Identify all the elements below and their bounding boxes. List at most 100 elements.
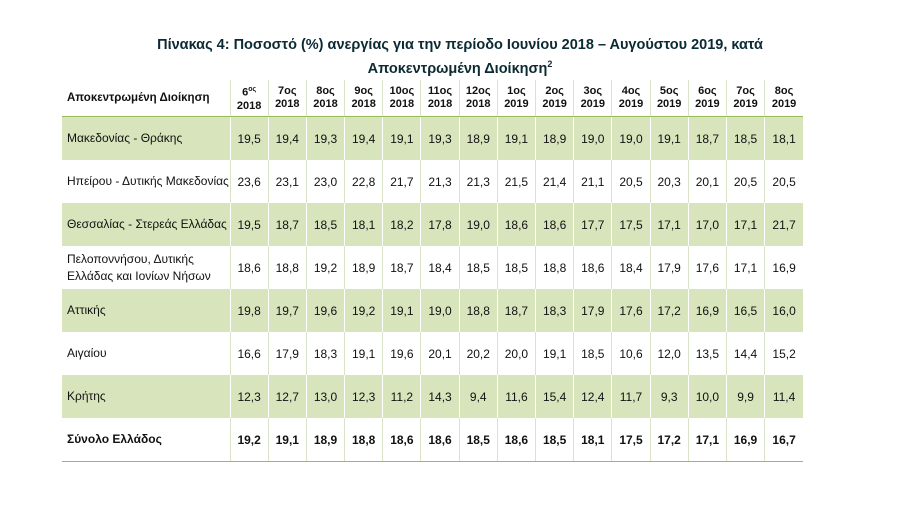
column-year: 2019 xyxy=(733,98,758,110)
table-cell: 14,3 xyxy=(420,375,460,418)
table-cell: 19,1 xyxy=(267,418,307,462)
column-month: 1ος xyxy=(507,85,526,97)
table-cell: 17,9 xyxy=(267,332,307,375)
table-cell: 17,0 xyxy=(687,203,727,246)
table-cell: 18,6 xyxy=(420,418,460,462)
table-cell: 23,0 xyxy=(305,160,345,203)
table-cell: 17,1 xyxy=(725,246,765,289)
column-year: 2019 xyxy=(542,98,567,110)
title-footnote-marker: 2 xyxy=(547,59,553,69)
column-header: 1ος 2019 xyxy=(496,80,536,117)
column-header: 5ος 2019 xyxy=(649,80,689,117)
table-cell: 21,7 xyxy=(382,160,421,203)
table-cell: 18,6 xyxy=(382,418,421,462)
table-cell: 21,4 xyxy=(535,160,574,203)
table-row: Αιγαίου 16,6 17,9 18,3 19,1 19,6 20,1 20,2 20,0 1… xyxy=(62,332,803,375)
row-label: Αττικής xyxy=(62,289,231,332)
column-header: 7ος 2018 xyxy=(267,80,307,117)
table-cell: 11,6 xyxy=(496,375,536,418)
title-line-2: Αποκεντρωμένη Διοίκηση2 xyxy=(60,55,860,79)
table-cell: 18,7 xyxy=(267,203,307,246)
table-cell: 19,6 xyxy=(305,289,345,332)
column-month: 7ος xyxy=(736,85,755,97)
table-row: Πελοποννήσου, Δυτικής Ελλάδας και Ιονίων… xyxy=(62,246,803,289)
column-header: 4ος 2019 xyxy=(611,80,651,117)
column-header: 6ος 2018 xyxy=(229,80,269,117)
table-cell: 17,6 xyxy=(687,246,727,289)
table-cell: 16,6 xyxy=(229,332,269,375)
table-cell: 18,9 xyxy=(344,246,383,289)
column-year: 2018 xyxy=(351,98,376,110)
table-cell: 19,6 xyxy=(382,332,421,375)
table-row: Ηπείρου - Δυτικής Μακεδονίας 23,6 23,1 23,0… xyxy=(62,160,803,203)
table-cell: 19,2 xyxy=(344,289,383,332)
table-cell: 18,7 xyxy=(496,289,536,332)
table-cell: 21,7 xyxy=(764,203,803,246)
table-cell: 12,3 xyxy=(344,375,383,418)
column-year: 2019 xyxy=(695,98,720,110)
table-cell: 17,1 xyxy=(725,203,765,246)
table-cell: 18,8 xyxy=(535,246,574,289)
column-month: 6 xyxy=(242,86,249,99)
table-cell: 18,3 xyxy=(535,289,574,332)
table-cell: 17,9 xyxy=(649,246,689,289)
table-cell: 18,3 xyxy=(305,332,345,375)
row-label: Μακεδονίας - Θράκης xyxy=(62,116,231,160)
table-cell: 21,5 xyxy=(496,160,536,203)
table-cell: 21,3 xyxy=(458,160,498,203)
table-cell: 16,0 xyxy=(764,289,803,332)
table-cell: 19,0 xyxy=(458,203,498,246)
table-cell: 10,6 xyxy=(611,332,651,375)
column-month: 8ος xyxy=(316,85,335,97)
column-year: 2018 xyxy=(427,98,453,110)
table-cell: 10,0 xyxy=(687,375,727,418)
column-year: 2019 xyxy=(504,98,529,110)
table-cell: 19,2 xyxy=(305,246,345,289)
column-year: 2018 xyxy=(466,98,491,110)
title-line-1: Πίνακας 4: Ποσοστό (%) ανεργίας για την … xyxy=(157,37,763,53)
table-cell: 19,5 xyxy=(229,116,269,160)
table-cell: 18,6 xyxy=(229,246,269,289)
table-cell: 16,7 xyxy=(764,418,803,462)
table-cell: 19,2 xyxy=(229,418,269,462)
table-cell: 18,7 xyxy=(687,116,727,160)
row-label: Κρήτης xyxy=(62,375,231,418)
column-month: 3ος xyxy=(583,85,603,97)
column-year: 2019 xyxy=(771,98,797,110)
column-year: 2019 xyxy=(580,98,606,110)
table-cell: 18,6 xyxy=(573,246,612,289)
column-header: 11ος 2018 xyxy=(420,80,460,117)
table-cell: 21,3 xyxy=(420,160,460,203)
table-cell: 19,5 xyxy=(229,203,269,246)
table-cell: 18,7 xyxy=(382,246,421,289)
table-cell: 18,5 xyxy=(535,418,574,462)
unemployment-table: Αποκεντρωμένη Διοίκηση 6ος 2018 7ος 2018 8ος… xyxy=(62,80,803,462)
column-month-suffix: ος xyxy=(248,86,257,94)
table-cell: 18,4 xyxy=(420,246,460,289)
table-cell: 19,1 xyxy=(649,116,689,160)
table-cell: 18,9 xyxy=(305,418,345,462)
table-cell: 19,1 xyxy=(382,116,421,160)
table-cell: 17,2 xyxy=(649,418,689,462)
table-cell: 15,2 xyxy=(764,332,803,375)
table-cell: 18,4 xyxy=(611,246,651,289)
table-cell: 23,1 xyxy=(267,160,307,203)
table-row: Αττικής 19,8 19,7 19,6 19,2 19,1 19,0 18,8 18,7 1… xyxy=(62,289,803,332)
column-header: 7ος 2019 xyxy=(725,80,765,117)
table-cell: 18,1 xyxy=(573,418,612,462)
table-body: Μακεδονίας - Θράκης 19,5 19,4 19,3 19,4 19,1 1… xyxy=(62,116,803,462)
table-cell: 18,6 xyxy=(535,203,574,246)
table-cell: 17,1 xyxy=(687,418,727,462)
row-label: Ηπείρου - Δυτικής Μακεδονίας xyxy=(67,174,229,188)
table-cell: 12,7 xyxy=(267,375,307,418)
table-cell: 20,2 xyxy=(458,332,498,375)
table-row: Μακεδονίας - Θράκης 19,5 19,4 19,3 19,4 19,1 1… xyxy=(62,116,803,160)
column-header: 2ος 2019 xyxy=(535,80,574,117)
column-header: 9ος 2018 xyxy=(344,80,383,117)
row-header-label: Αποκεντρωμένη Διοίκηση xyxy=(62,80,231,117)
column-year: 2019 xyxy=(618,98,644,110)
table-cell: 15,4 xyxy=(535,375,574,418)
column-month: 5ος xyxy=(659,85,679,97)
table-cell: 13,0 xyxy=(305,375,345,418)
table-cell: 20,5 xyxy=(764,160,803,203)
